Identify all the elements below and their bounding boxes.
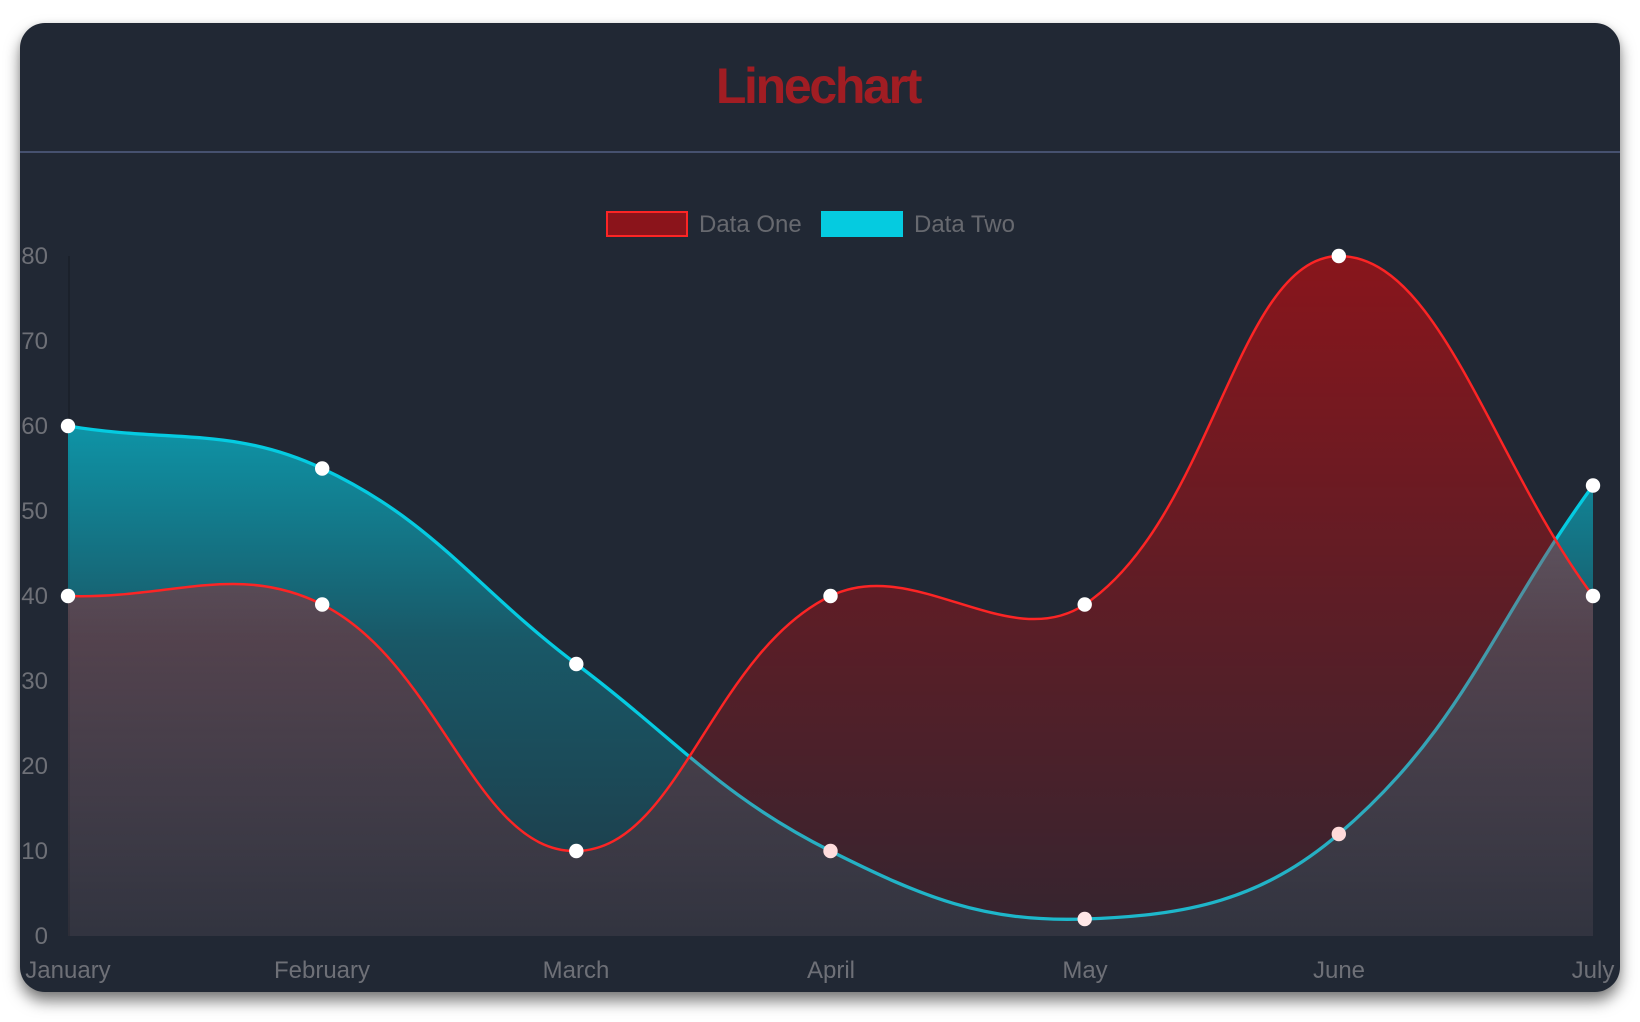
svg-text:July: July (1572, 957, 1615, 984)
svg-text:Data Two: Data Two (914, 211, 1015, 238)
svg-text:June: June (1313, 957, 1365, 984)
svg-text:60: 60 (21, 413, 48, 440)
svg-text:April: April (807, 957, 855, 984)
svg-text:January: January (25, 957, 110, 984)
svg-text:40: 40 (21, 583, 48, 610)
svg-text:50: 50 (21, 498, 48, 525)
svg-text:80: 80 (21, 243, 48, 270)
svg-text:Data One: Data One (699, 211, 802, 238)
svg-text:30: 30 (21, 668, 48, 695)
svg-text:May: May (1062, 957, 1107, 984)
svg-text:70: 70 (21, 328, 48, 355)
svg-text:10: 10 (21, 838, 48, 865)
svg-text:20: 20 (21, 753, 48, 780)
svg-text:February: February (274, 957, 370, 984)
svg-text:0: 0 (35, 923, 48, 950)
svg-text:March: March (543, 957, 610, 984)
